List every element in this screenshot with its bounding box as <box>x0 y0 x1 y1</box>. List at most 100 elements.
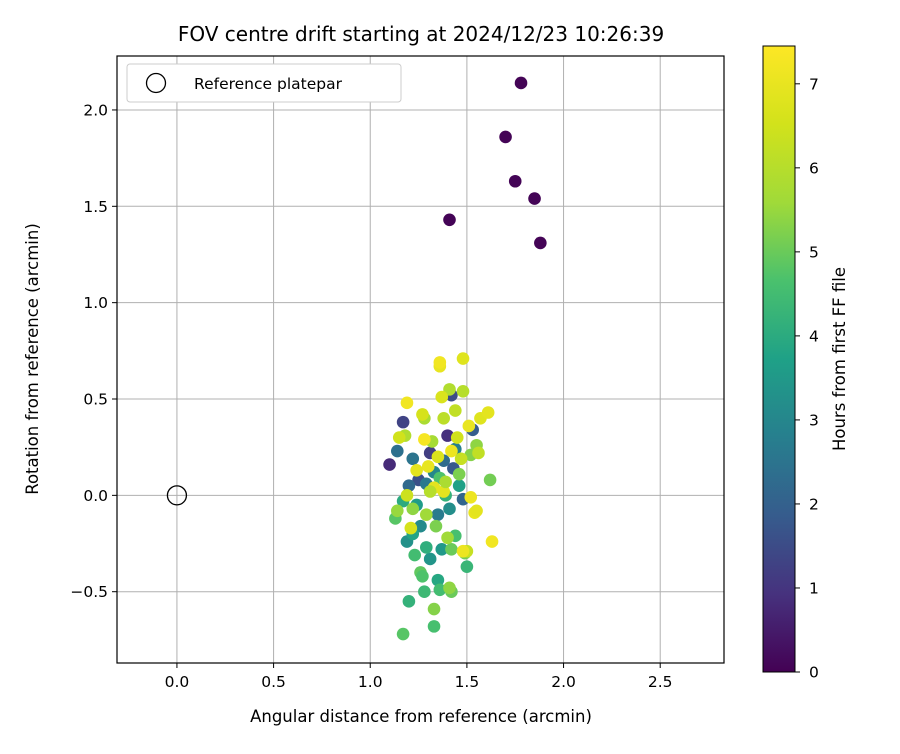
data-point <box>441 531 454 545</box>
data-point <box>383 458 396 471</box>
grid-lines <box>117 56 724 663</box>
data-point <box>460 560 474 573</box>
data-point <box>410 464 423 477</box>
data-point <box>431 508 445 521</box>
colorbar-tick-label: 1 <box>809 579 819 597</box>
data-point <box>396 415 410 429</box>
data-point <box>439 475 452 489</box>
colorbar-tick-label: 2 <box>809 495 819 513</box>
chart-title: FOV centre drift starting at 2024/12/23 … <box>178 22 664 46</box>
colorbar: 0 1 2 3 4 5 6 7 Hours from first FF file <box>762 45 849 682</box>
data-point <box>443 581 456 595</box>
colorbar-tick-label: 6 <box>809 159 819 177</box>
plot-frame <box>116 55 725 664</box>
x-tick-label: 2.5 <box>648 673 673 691</box>
data-point <box>528 192 541 205</box>
data-point <box>419 508 433 521</box>
data-point <box>416 408 429 421</box>
data-point <box>431 573 445 587</box>
data-point <box>456 352 470 365</box>
data-point <box>408 548 422 562</box>
data-point <box>435 390 449 404</box>
legend: Reference platepar <box>126 63 402 103</box>
data-point <box>437 411 450 425</box>
x-tick-label: 0.5 <box>261 673 286 691</box>
data-point <box>481 406 495 419</box>
reference-marker <box>166 485 188 506</box>
data-point <box>423 485 437 498</box>
data-point <box>391 504 404 518</box>
data-point <box>419 541 433 554</box>
data-point <box>396 627 410 641</box>
x-axis-ticks: 0.0 0.5 1.0 1.5 2.0 2.5 <box>165 663 673 691</box>
data-point <box>508 174 522 188</box>
data-point <box>435 543 449 556</box>
plot-area <box>117 56 724 663</box>
data-point <box>448 404 462 417</box>
data-point <box>437 485 450 498</box>
data-point <box>454 452 468 466</box>
data-point <box>414 519 427 533</box>
data-point <box>431 450 445 464</box>
colorbar-label: Hours from first FF file <box>830 267 849 451</box>
y-tick-label: 1.0 <box>83 294 108 312</box>
data-point <box>406 502 420 516</box>
data-point <box>443 213 456 227</box>
data-point <box>485 535 499 548</box>
x-axis-label: Angular distance from reference (arcmin) <box>250 707 592 726</box>
data-point <box>464 490 478 504</box>
data-point <box>423 552 437 566</box>
data-point <box>445 543 458 556</box>
data-point <box>456 544 470 558</box>
colorbar-tick-label: 4 <box>809 327 819 345</box>
data-point <box>456 384 470 398</box>
data-point <box>427 602 441 616</box>
data-point <box>391 444 404 458</box>
data-point <box>472 446 485 460</box>
y-tick-label: −0.5 <box>70 583 108 601</box>
data-point <box>441 429 454 442</box>
colorbar-tick-label: 0 <box>809 664 819 682</box>
y-tick-label: 1.5 <box>83 198 108 216</box>
y-axis-ticks: −0.5 0.0 0.5 1.0 1.5 2.0 <box>70 101 117 601</box>
data-point <box>402 595 416 608</box>
data-point <box>452 467 466 481</box>
data-point <box>421 460 435 473</box>
data-point <box>445 444 458 458</box>
data-point <box>392 431 406 444</box>
data-point <box>427 620 441 633</box>
data-point <box>443 502 456 516</box>
reference-platepar-marker <box>166 485 188 506</box>
colorbar-tick-label: 7 <box>809 75 819 93</box>
y-axis-label: Rotation from reference (arcmin) <box>23 223 42 495</box>
x-tick-label: 0.0 <box>165 673 190 691</box>
x-tick-label: 1.5 <box>455 673 480 691</box>
data-point <box>433 356 447 369</box>
data-point <box>429 519 443 533</box>
data-point <box>450 431 464 444</box>
data-point <box>404 521 418 535</box>
data-point <box>483 473 497 487</box>
data-point <box>402 479 416 493</box>
data-point <box>400 396 414 410</box>
x-tick-label: 2.0 <box>551 673 576 691</box>
data-points <box>383 76 547 641</box>
x-tick-label: 1.0 <box>358 673 383 691</box>
data-point <box>514 76 528 90</box>
data-point <box>400 489 414 502</box>
y-tick-label: 0.5 <box>83 391 108 409</box>
data-point <box>462 419 476 433</box>
data-point <box>443 383 456 396</box>
colorbar-gradient <box>762 45 796 673</box>
data-point <box>499 130 512 144</box>
data-point <box>534 236 547 250</box>
data-point <box>418 433 431 446</box>
colorbar-tick-label: 3 <box>809 411 819 429</box>
data-point <box>418 585 431 599</box>
y-tick-label: 0.0 <box>83 487 108 505</box>
data-point <box>433 583 447 597</box>
data-point <box>452 479 466 493</box>
colorbar-ticks: 0 1 2 3 4 5 6 7 <box>795 75 819 682</box>
legend-label: Reference platepar <box>194 75 343 93</box>
